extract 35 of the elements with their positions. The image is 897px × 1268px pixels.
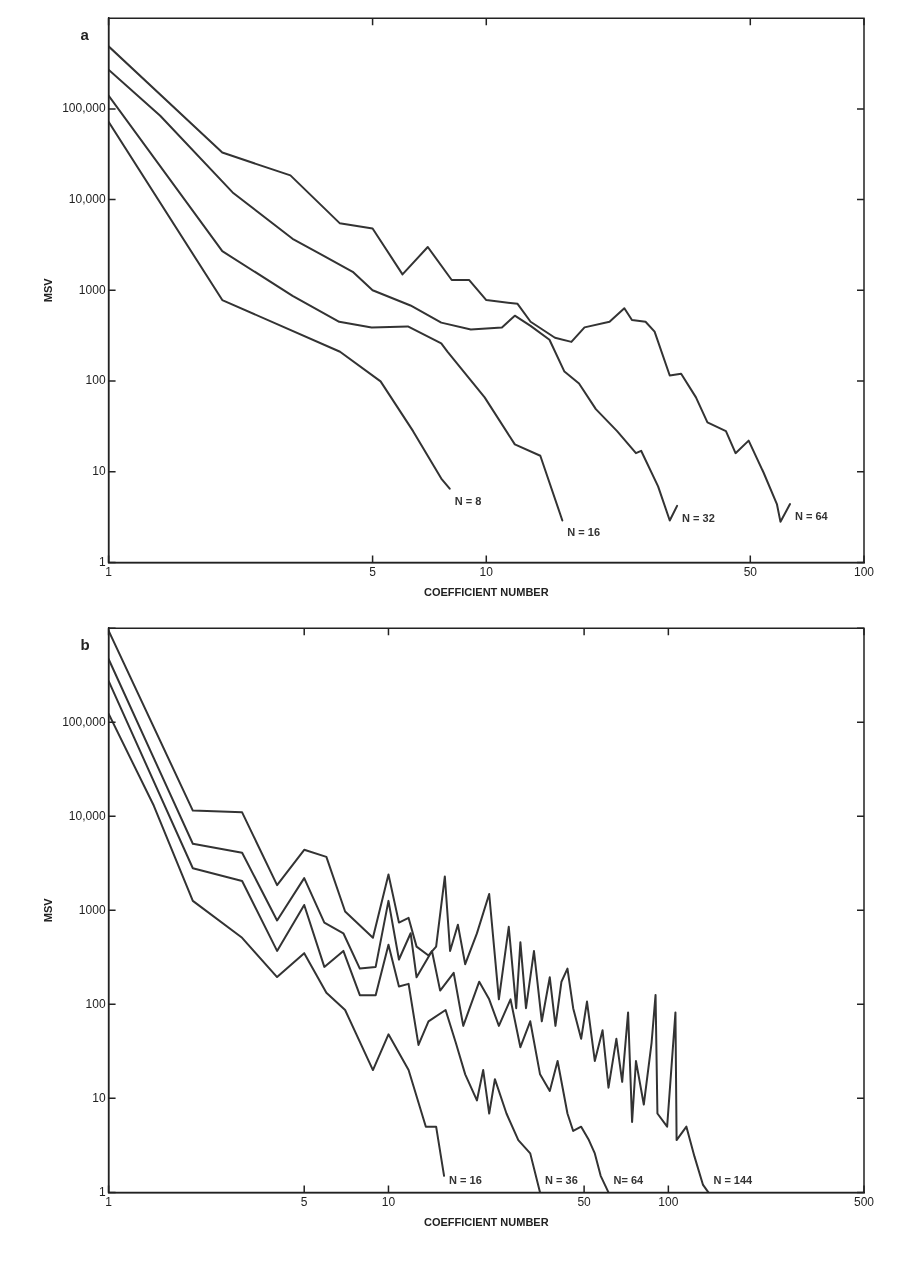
x-tick-label: 50 — [577, 1194, 592, 1209]
series-label: N = 16 — [567, 526, 601, 539]
x-tick-label: 10 — [381, 1194, 396, 1209]
y-tick-label: 10,000 — [68, 191, 106, 206]
text: a — [80, 25, 90, 43]
text: b — [80, 635, 90, 653]
y-tick-label: 100 — [85, 373, 106, 388]
series-label: N= 64 — [613, 1174, 645, 1187]
y-tick-label: 100 — [85, 996, 106, 1011]
series-label: N = 16 — [449, 1174, 482, 1187]
y-tick-label: 10 — [92, 1090, 106, 1105]
x-axis-title: COEFFICIENT NUMBER — [423, 586, 549, 599]
y-tick-label: 100,000 — [62, 101, 106, 116]
x-tick-label: 5 — [300, 1194, 308, 1209]
x-axis-title: COEFFICIENT NUMBER — [423, 1216, 549, 1229]
x-tick-label: 100 — [853, 564, 875, 579]
series-label: N = 144 — [713, 1174, 754, 1187]
y-axis-title: MSV — [41, 277, 54, 303]
series-label: N = 8 — [454, 494, 482, 507]
x-tick-label: 10 — [479, 564, 494, 579]
x-tick-label: 100 — [658, 1194, 679, 1209]
y-tick-label: 1 — [98, 554, 106, 569]
series-label: N = 64 — [795, 510, 829, 523]
y-tick-label: 10 — [92, 464, 106, 479]
y-tick-label: 1 — [98, 1184, 106, 1199]
x-tick-label: 500 — [853, 1194, 875, 1209]
y-tick-label: 1000 — [78, 282, 106, 297]
x-tick-label: 50 — [743, 564, 758, 579]
y-axis-title: MSV — [41, 897, 54, 923]
x-tick-label: 5 — [369, 564, 377, 579]
series-label: N = 36 — [545, 1174, 578, 1187]
y-tick-label: 1000 — [78, 902, 106, 917]
y-tick-label: 100,000 — [62, 714, 106, 729]
y-tick-label: 10,000 — [68, 808, 106, 823]
series-label: N = 32 — [682, 511, 715, 524]
